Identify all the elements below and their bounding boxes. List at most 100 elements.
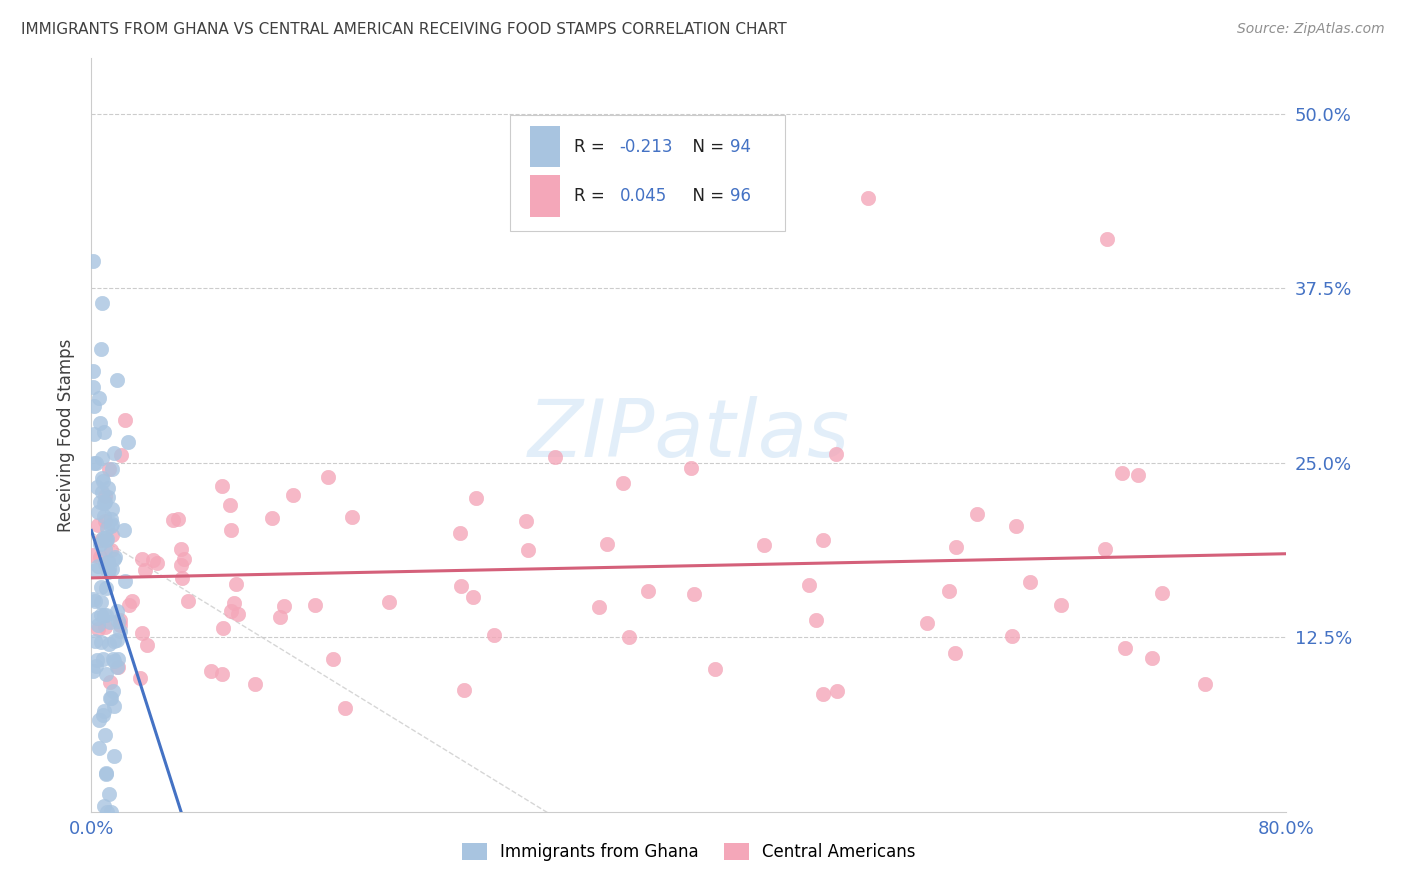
Point <box>91 475 114 489</box>
Point <box>89 417 111 431</box>
Point <box>93 496 115 510</box>
Point <box>752 538 775 552</box>
Point <box>90 634 112 648</box>
Point <box>966 507 988 521</box>
Point <box>98 462 121 476</box>
Point <box>114 412 136 426</box>
Point <box>93 704 115 718</box>
Point <box>173 552 195 566</box>
Point <box>169 541 191 556</box>
Point <box>82 363 104 377</box>
Point <box>93 489 115 503</box>
Text: 0.045: 0.045 <box>620 187 666 205</box>
Point <box>97 481 120 495</box>
Point <box>100 542 122 557</box>
Point <box>824 446 846 460</box>
Point <box>463 591 485 605</box>
Point <box>101 561 124 575</box>
Point <box>117 434 139 449</box>
Point <box>105 660 128 674</box>
Point <box>453 683 475 698</box>
Point <box>450 579 472 593</box>
Point <box>91 531 114 545</box>
Point <box>121 594 143 608</box>
Point <box>97 490 120 504</box>
Text: N =: N = <box>682 187 730 205</box>
Point <box>225 577 247 591</box>
Point <box>94 728 117 742</box>
Point <box>90 342 112 356</box>
Point <box>89 713 111 727</box>
Point <box>91 652 114 666</box>
Point <box>82 548 104 562</box>
Point <box>142 552 165 566</box>
Point <box>93 542 115 557</box>
Text: IMMIGRANTS FROM GHANA VS CENTRAL AMERICAN RECEIVING FOOD STAMPS CORRELATION CHAR: IMMIGRANTS FROM GHANA VS CENTRAL AMERICA… <box>21 22 787 37</box>
Point <box>94 620 117 634</box>
Point <box>134 563 156 577</box>
Point <box>1001 629 1024 643</box>
Point <box>82 254 104 268</box>
Point <box>544 450 567 465</box>
Point <box>100 615 122 630</box>
Point <box>84 633 107 648</box>
Point <box>449 526 471 541</box>
Point <box>516 543 538 558</box>
Point <box>1194 676 1216 690</box>
Point <box>105 604 128 618</box>
Point <box>93 425 115 440</box>
Point <box>86 563 108 577</box>
Point <box>82 380 104 394</box>
Point <box>91 484 114 499</box>
Point <box>211 479 233 493</box>
Point <box>89 495 111 509</box>
Point <box>86 611 108 625</box>
Text: -0.213: -0.213 <box>620 137 673 156</box>
Point <box>108 624 131 638</box>
Text: R =: R = <box>574 137 610 156</box>
Point <box>96 533 118 547</box>
Point <box>167 512 190 526</box>
Point <box>619 630 641 644</box>
Point <box>226 607 249 621</box>
Point <box>103 748 125 763</box>
Point <box>200 664 222 678</box>
Point <box>98 675 121 690</box>
Point <box>515 514 537 528</box>
Point <box>98 691 121 706</box>
Point <box>1097 232 1119 246</box>
Point <box>93 707 115 722</box>
Point <box>90 581 112 595</box>
Point <box>101 502 124 516</box>
Point <box>162 513 184 527</box>
Point <box>211 667 233 681</box>
Point <box>222 596 245 610</box>
FancyBboxPatch shape <box>509 114 785 231</box>
Point <box>103 684 125 698</box>
Point <box>87 622 110 636</box>
Point <box>105 633 128 648</box>
Point <box>304 598 326 612</box>
Point <box>100 691 122 706</box>
Point <box>269 610 291 624</box>
Point <box>281 487 304 501</box>
Point <box>101 462 124 476</box>
Point <box>118 598 141 612</box>
Point <box>107 614 129 628</box>
Point <box>97 562 120 576</box>
Point <box>97 555 120 569</box>
Point <box>260 511 283 525</box>
Point <box>96 533 118 548</box>
Point <box>131 626 153 640</box>
Point <box>825 683 848 698</box>
Point <box>103 446 125 460</box>
Point <box>87 391 110 405</box>
Point <box>107 652 129 666</box>
Text: 96: 96 <box>730 187 751 205</box>
Point <box>86 480 108 494</box>
FancyBboxPatch shape <box>530 126 560 168</box>
Point <box>90 295 112 310</box>
Text: 94: 94 <box>730 137 751 156</box>
Point <box>1094 542 1116 557</box>
Point <box>103 698 125 713</box>
